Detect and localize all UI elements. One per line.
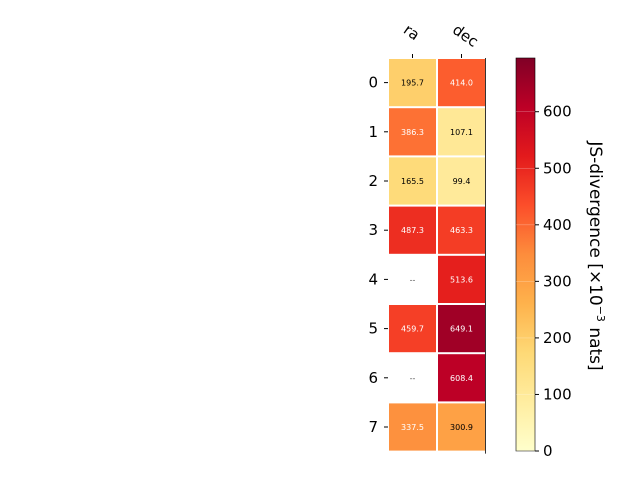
column-ticks: ra dec <box>400 21 482 58</box>
cell-value-label: 300.9 <box>450 423 473 432</box>
heatmap-cell <box>438 255 485 303</box>
colorbar-label: JS-divergence [×10−3 nats] <box>585 140 607 370</box>
cell-value-label: 649.1 <box>450 325 473 334</box>
heatmap-cell <box>438 108 485 156</box>
heatmap-cell <box>438 206 485 254</box>
cell-value-label: 487.3 <box>401 226 424 235</box>
colorbar-gradient <box>515 57 536 452</box>
colorbar-tick-label: 300 <box>543 272 572 290</box>
cell-value-label: -- <box>410 275 416 284</box>
heatmap-cell <box>438 354 485 402</box>
row-ticks: 0 1 2 3 4 5 6 7 <box>368 74 388 436</box>
colorbar-label-main: JS-divergence [×10 <box>585 140 605 305</box>
cell-value-label: 414.0 <box>450 79 473 88</box>
row-tick-label: 0 <box>368 74 378 92</box>
cell-value-label: 195.7 <box>401 79 424 88</box>
heatmap-cell <box>389 157 436 205</box>
heatmap-cell <box>389 206 436 254</box>
cell-value-label: 337.5 <box>401 423 424 432</box>
cell-value-label: -- <box>410 374 416 383</box>
heatmap-cell <box>389 59 436 107</box>
heatmap-cells: 195.7 414.0 386.3 107.1 165.5 99.4 487.3 463.3 -… <box>389 59 485 451</box>
colorbar-tick-label: 0 <box>543 442 553 460</box>
column-tick-label: ra <box>400 21 423 45</box>
heatmap-cell <box>438 59 485 107</box>
colorbar-tick-label: 200 <box>543 329 572 347</box>
cell-value-label: 608.4 <box>450 374 473 383</box>
row-tick-label: 6 <box>368 369 378 387</box>
row-tick-label: 2 <box>368 172 378 190</box>
cell-value-label: 99.4 <box>453 177 471 186</box>
colorbar-label-tail: nats] <box>585 322 605 371</box>
heatmap-cell <box>438 403 485 451</box>
row-tick-label: 5 <box>368 320 378 338</box>
row-tick-label: 3 <box>368 221 378 239</box>
cell-value-label: 386.3 <box>401 128 424 137</box>
row-tick-label: 4 <box>368 270 378 288</box>
cell-value-label: 513.6 <box>450 275 473 284</box>
column-tick-label: dec <box>449 21 481 51</box>
colorbar-tick-label: 100 <box>543 385 572 403</box>
cell-value-label: 463.3 <box>450 226 473 235</box>
cell-value-label: 459.7 <box>401 325 424 334</box>
heatmap-cell <box>389 305 436 353</box>
row-tick-label: 7 <box>368 418 378 436</box>
colorbar-tick-label: 600 <box>543 103 572 121</box>
colorbar: 0 100 200 300 400 500 600 <box>515 57 572 460</box>
colorbar-tick-label: 400 <box>543 216 572 234</box>
colorbar-label-exponent: −3 <box>594 306 607 322</box>
colorbar-tick-label: 500 <box>543 159 572 177</box>
heatmap-cell <box>438 305 485 353</box>
cell-value-label: 107.1 <box>450 128 473 137</box>
heatmap-cell <box>389 403 436 451</box>
row-tick-label: 1 <box>368 123 378 141</box>
heatmap-cell <box>438 157 485 205</box>
cell-value-label: 165.5 <box>401 177 424 186</box>
heatmap-cell <box>389 108 436 156</box>
